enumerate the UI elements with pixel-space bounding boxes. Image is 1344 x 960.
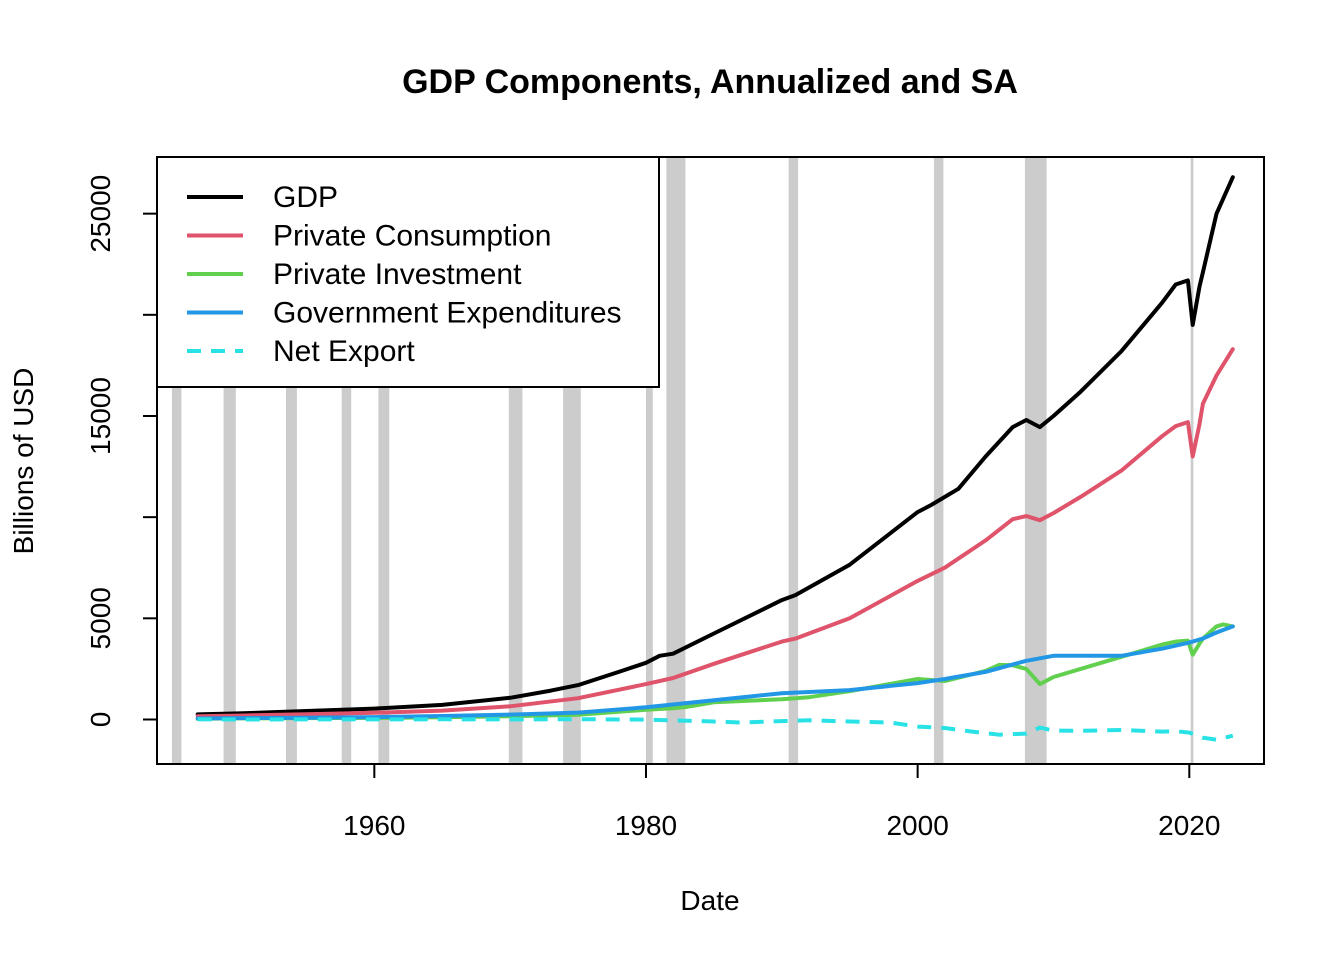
series-line-private-investment (195, 622, 1235, 721)
series-line-gdp (195, 175, 1235, 717)
series-line-government-expenditures (195, 624, 1235, 721)
y-axis-label: Billions of USD (8, 368, 39, 555)
y-tick-label: 0 (85, 712, 116, 728)
series-lines (195, 175, 1235, 742)
y-tick-label: 5000 (85, 587, 116, 649)
recession-band (378, 157, 390, 764)
recession-band (933, 157, 944, 764)
recession-band (1024, 157, 1047, 764)
y-axis: 0 5000 15000 25000 (85, 175, 158, 728)
recession-band (1190, 157, 1194, 764)
recession-band (341, 157, 352, 764)
x-axis-label: Date (680, 885, 739, 916)
series-line-net-export (197, 717, 1234, 742)
recession-band (171, 157, 182, 764)
legend-label-government-expenditures: Government Expenditures (273, 297, 622, 330)
legend-label-net-export: Net Export (273, 335, 415, 368)
series-line-private-consumption (195, 347, 1235, 719)
legend-label-gdp: GDP (273, 181, 338, 214)
legend-label-private-investment: Private Investment (273, 258, 522, 291)
legend-label-private-consumption: Private Consumption (273, 220, 551, 253)
recession-band (666, 157, 686, 764)
x-tick-label: 1960 (343, 810, 405, 841)
legend: GDP Private Consumption Private Investment… (156, 156, 660, 388)
y-tick-label: 15000 (85, 377, 116, 455)
x-tick-label: 2020 (1158, 810, 1220, 841)
recession-band (646, 157, 653, 764)
chart-title: GDP Components, Annualized and SA (402, 63, 1018, 101)
recession-band (788, 157, 799, 764)
recession-band (286, 157, 297, 764)
x-tick-label: 1980 (615, 810, 677, 841)
x-axis: 1960 1980 2000 2020 (343, 763, 1220, 841)
y-tick-label: 25000 (85, 175, 116, 253)
x-tick-label: 2000 (886, 810, 948, 841)
